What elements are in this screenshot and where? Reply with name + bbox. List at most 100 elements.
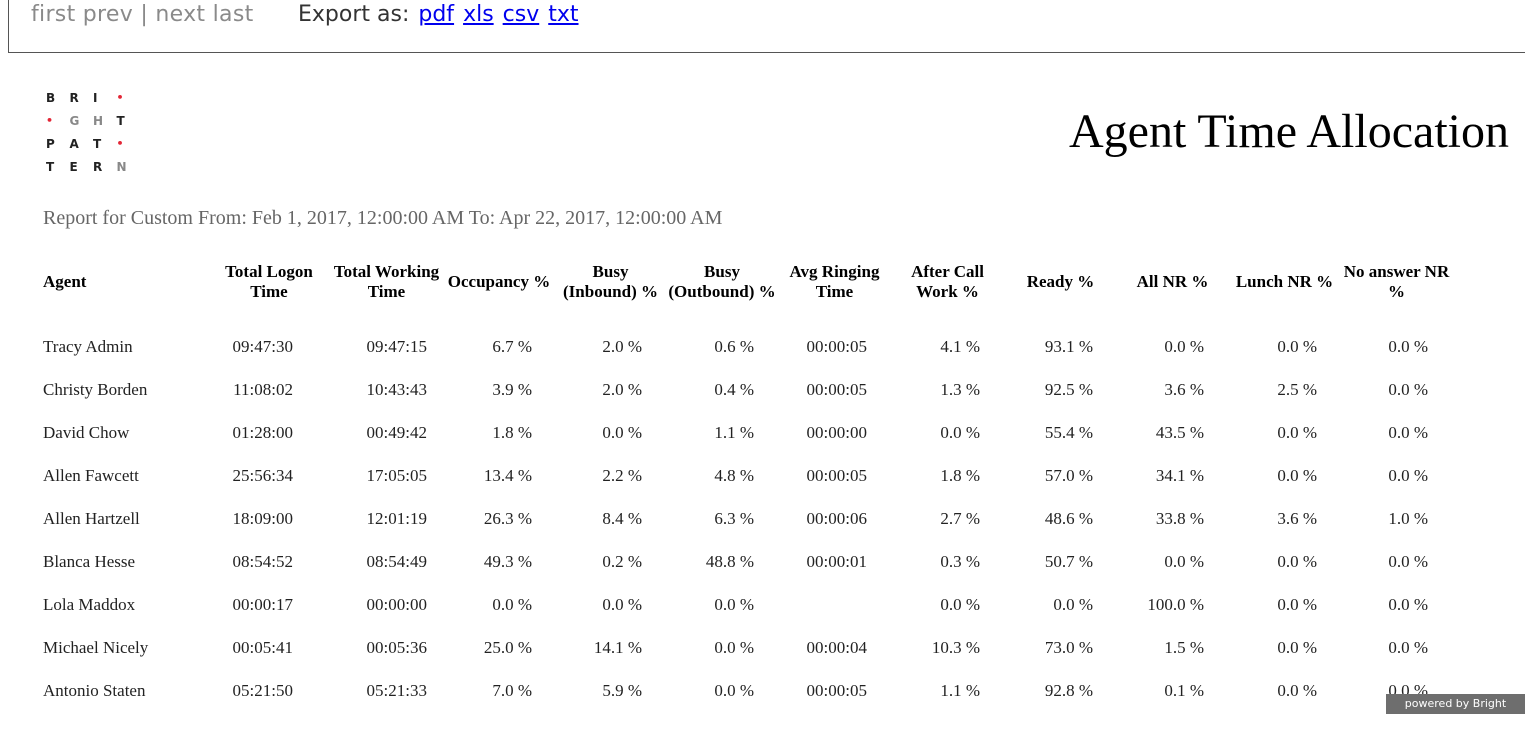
value-cell: 4.8 % <box>714 465 754 485</box>
prev-page-link[interactable]: prev <box>82 2 134 27</box>
logo-letter: T <box>116 114 125 128</box>
table-row: Blanca Hesse 08:54:52 08:54:49 49.3 % 0.2 % 4… <box>37 540 1452 583</box>
agent-name-cell: Michael Nicely <box>43 637 149 657</box>
value-cell: 0.2 % <box>602 551 642 571</box>
export-xls-link[interactable]: xls <box>463 2 494 27</box>
value-cell: 0.1 % <box>1164 680 1204 700</box>
value-cell: 1.1 % <box>940 680 980 700</box>
export-csv-link[interactable]: csv <box>502 2 540 27</box>
value-cell: 4.1 % <box>940 336 980 356</box>
value-cell: 0.6 % <box>714 336 754 356</box>
column-header: Ready % <box>1026 272 1095 291</box>
report-date-range: Report for Custom From: Feb 1, 2017, 12:… <box>43 207 723 229</box>
value-cell: 33.8 % <box>1155 508 1204 528</box>
value-cell: 1.5 % <box>1164 637 1204 657</box>
value-cell: 09:47:15 <box>366 336 427 356</box>
last-page-link[interactable]: last <box>212 2 254 27</box>
value-cell: 0.0 % <box>1388 637 1428 657</box>
pagination-separator: | <box>140 2 149 27</box>
value-cell: 00:00:00 <box>806 422 867 442</box>
value-cell <box>778 583 891 626</box>
column-header: Busy (Outbound) % <box>668 262 776 301</box>
agent-name-cell: David Chow <box>43 422 130 442</box>
value-cell: 00:00:05 <box>806 465 867 485</box>
value-cell: 00:00:06 <box>806 508 867 528</box>
value-cell: 08:54:52 <box>232 551 293 571</box>
value-cell: 92.8 % <box>1044 680 1093 700</box>
agent-name-cell: Antonio Staten <box>43 680 146 700</box>
first-page-link[interactable]: first <box>31 2 76 27</box>
value-cell: 0.0 % <box>1277 680 1317 700</box>
value-cell: 49.3 % <box>483 551 532 571</box>
table-spacer-row <box>37 304 1452 325</box>
value-cell: 0.0 % <box>492 594 532 614</box>
value-cell: 0.0 % <box>1388 551 1428 571</box>
value-cell: 0.0 % <box>602 594 642 614</box>
value-cell: 12:01:19 <box>366 508 427 528</box>
value-cell: 0.0 % <box>1388 336 1428 356</box>
value-cell: 0.0 % <box>1388 422 1428 442</box>
value-cell: 0.0 % <box>940 422 980 442</box>
value-cell: 00:00:04 <box>806 637 867 657</box>
agent-name-cell: Blanca Hesse <box>43 551 136 571</box>
value-cell: 0.0 % <box>1053 594 1093 614</box>
value-cell: 25:56:34 <box>232 465 293 485</box>
value-cell: 00:00:17 <box>232 594 293 614</box>
value-cell: 57.0 % <box>1044 465 1093 485</box>
value-cell: 08:54:49 <box>366 551 427 571</box>
column-header: Total Logon Time <box>225 262 313 301</box>
value-cell: 93.1 % <box>1044 336 1093 356</box>
value-cell: 14.1 % <box>593 637 642 657</box>
value-cell: 0.0 % <box>714 594 754 614</box>
export-pdf-link[interactable]: pdf <box>418 2 455 27</box>
value-cell: 00:49:42 <box>366 422 427 442</box>
value-cell: 1.3 % <box>940 379 980 399</box>
value-cell: 18:09:00 <box>232 508 293 528</box>
logo-letter: T <box>46 160 55 174</box>
logo-letter: P <box>46 137 55 151</box>
column-header: No answer NR % <box>1343 262 1450 301</box>
logo-letter: E <box>69 160 78 174</box>
value-cell: 2.7 % <box>940 508 980 528</box>
table-row: Tracy Admin 09:47:30 09:47:15 6.7 % 2.0 % 0.6… <box>37 325 1452 368</box>
logo-letter: T <box>93 137 102 151</box>
value-cell: 0.0 % <box>940 594 980 614</box>
value-cell: 01:28:00 <box>232 422 293 442</box>
value-cell: 43.5 % <box>1155 422 1204 442</box>
value-cell: 0.0 % <box>1277 551 1317 571</box>
value-cell: 00:00:05 <box>806 680 867 700</box>
logo-letter: • <box>116 137 124 150</box>
value-cell: 0.0 % <box>1164 551 1204 571</box>
agent-name-cell: Lola Maddox <box>43 594 136 614</box>
value-cell: 2.0 % <box>602 336 642 356</box>
table-row: Lola Maddox 00:00:17 00:00:00 0.0 % 0.0 % 0.0… <box>37 583 1452 626</box>
value-cell: 2.5 % <box>1277 379 1317 399</box>
value-cell: 05:21:50 <box>232 680 293 700</box>
value-cell: 0.0 % <box>1388 594 1428 614</box>
agent-name-cell: Allen Hartzell <box>43 508 140 528</box>
logo-letter: G <box>69 114 80 128</box>
next-page-link[interactable]: next <box>155 2 206 27</box>
column-header: After Call Work % <box>911 262 984 301</box>
table-row: David Chow 01:28:00 00:49:42 1.8 % 0.0 % 1.1 … <box>37 411 1452 454</box>
report-toolbar: first prev | next last Export as: pdf xl… <box>8 0 1525 53</box>
table-row: Allen Hartzell 18:09:00 12:01:19 26.3 % 8.4 … <box>37 497 1452 540</box>
logo-letter: H <box>93 114 104 128</box>
export-txt-link[interactable]: txt <box>548 2 579 27</box>
value-cell: 2.0 % <box>602 379 642 399</box>
agent-time-table: Agent Total Logon Time Total Working Time O… <box>37 260 1452 712</box>
value-cell: 3.9 % <box>492 379 532 399</box>
value-cell: 00:00:01 <box>806 551 867 571</box>
powered-by-badge: powered by Bright Pattern <box>1386 694 1525 730</box>
value-cell: 25.0 % <box>483 637 532 657</box>
value-cell: 1.1 % <box>714 422 754 442</box>
value-cell: 48.6 % <box>1044 508 1093 528</box>
value-cell: 11:08:02 <box>233 379 293 399</box>
value-cell: 1.8 % <box>940 465 980 485</box>
value-cell: 5.9 % <box>602 680 642 700</box>
value-cell: 3.6 % <box>1277 508 1317 528</box>
bright-pattern-logo: B R I • • G H T P A T • T E R N <box>46 91 140 183</box>
value-cell: 0.0 % <box>714 680 754 700</box>
export-label: Export as: <box>298 2 410 27</box>
value-cell: 0.0 % <box>1277 637 1317 657</box>
